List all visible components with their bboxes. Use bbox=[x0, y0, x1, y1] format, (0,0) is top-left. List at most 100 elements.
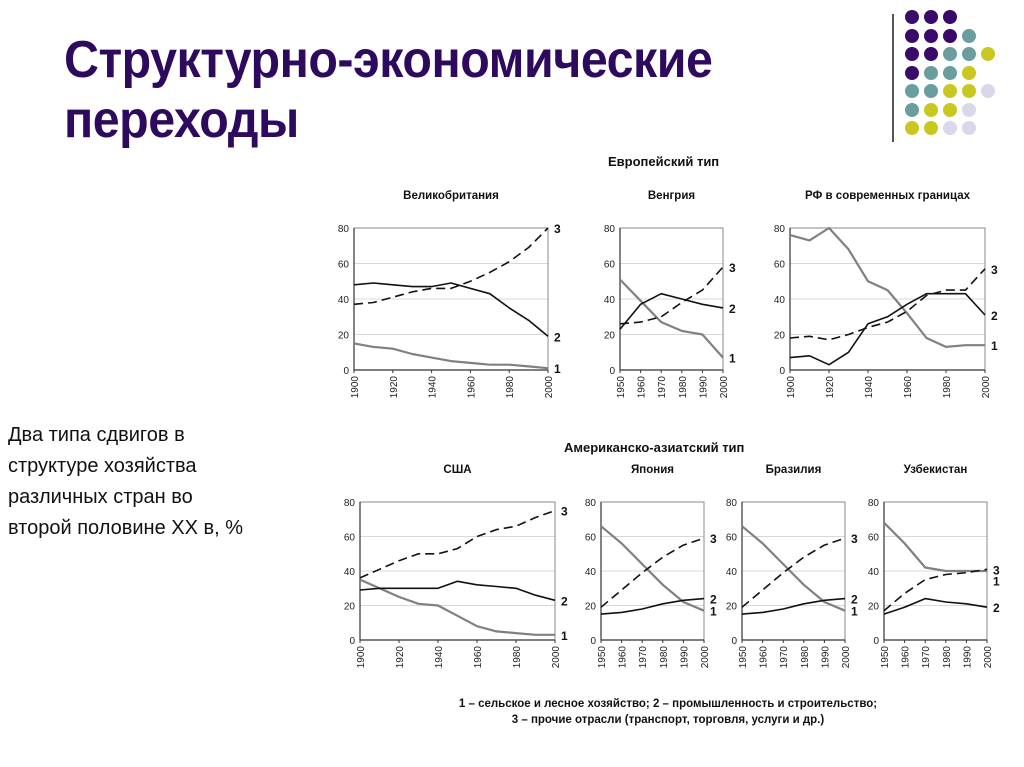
series-end-label: 3 bbox=[991, 263, 998, 277]
caption-line: Два типа сдвигов в bbox=[8, 424, 185, 446]
y-tick-label: 40 bbox=[726, 567, 738, 578]
caption-line: структуре хозяйства bbox=[8, 455, 197, 477]
series-line-1 bbox=[741, 525, 846, 612]
y-tick-label: 60 bbox=[726, 533, 738, 544]
y-tick-label: 40 bbox=[868, 567, 880, 578]
x-tick-label: 1960 bbox=[618, 646, 629, 669]
line-chart-Венгрия: 0 20 40 60 80 1950 1960 1970 1980 1990 2000 3 2 1 bbox=[604, 224, 736, 399]
y-tick-label: 40 bbox=[585, 567, 597, 578]
x-tick-label: 1960 bbox=[901, 646, 912, 669]
slide-title-line2: переходы bbox=[64, 91, 299, 149]
x-tick-label: 1950 bbox=[597, 646, 608, 669]
decorative-divider bbox=[892, 14, 894, 142]
y-tick-label: 80 bbox=[604, 224, 616, 235]
y-tick-label: 40 bbox=[344, 567, 356, 578]
y-tick-label: 0 bbox=[349, 636, 355, 647]
legend-line-1: 1 – сельское и лесное хозяйство; 2 – про… bbox=[458, 698, 878, 710]
chart-title: Венгрия bbox=[647, 190, 696, 202]
decorative-dot bbox=[943, 102, 957, 117]
series-end-label: 2 bbox=[993, 601, 1000, 615]
slide-title-line1: Структурно-экономические bbox=[64, 31, 713, 89]
y-tick-label: 0 bbox=[609, 366, 615, 377]
x-tick-label: 1990 bbox=[698, 376, 709, 399]
y-tick-label: 20 bbox=[868, 602, 880, 613]
series-end-label: 1 bbox=[710, 605, 717, 619]
decorative-dot bbox=[905, 10, 919, 24]
y-tick-label: 60 bbox=[604, 260, 616, 271]
series-line-3 bbox=[353, 227, 549, 306]
y-tick-label: 80 bbox=[868, 498, 880, 509]
european-type-heading: Европейский тип bbox=[608, 154, 720, 169]
series-line-2 bbox=[619, 292, 724, 330]
series-end-label: 2 bbox=[729, 302, 736, 316]
series-line-1 bbox=[619, 278, 724, 359]
decorative-dot bbox=[962, 121, 976, 135]
series-line-2 bbox=[600, 597, 705, 615]
x-tick-label: 1990 bbox=[679, 646, 690, 669]
decorative-dot bbox=[962, 84, 976, 98]
x-tick-label: 1900 bbox=[350, 376, 361, 399]
x-tick-label: 2000 bbox=[551, 646, 562, 669]
x-tick-label: 1900 bbox=[786, 376, 797, 399]
decorative-dot bbox=[905, 84, 919, 98]
decorative-dot bbox=[905, 47, 919, 61]
x-tick-label: 1940 bbox=[864, 376, 875, 399]
x-tick-label: 1980 bbox=[659, 646, 670, 669]
x-tick-label: 2000 bbox=[719, 376, 730, 399]
y-tick-label: 60 bbox=[585, 533, 597, 544]
x-tick-label: 2000 bbox=[544, 376, 555, 399]
y-tick-label: 0 bbox=[731, 636, 737, 647]
decorative-dot bbox=[924, 121, 938, 135]
decorative-dot bbox=[981, 84, 995, 98]
chart-title: Узбекистан bbox=[903, 464, 968, 476]
line-chart-Великобритания: 0 20 40 60 80 1900 1920 1940 1960 1980 2000 3 2 1 bbox=[338, 222, 561, 399]
series-line-2 bbox=[883, 597, 988, 615]
x-tick-label: 1920 bbox=[389, 376, 400, 399]
slide-caption: Два типа сдвигов в структуре хозяйства р… bbox=[8, 420, 243, 544]
x-tick-label: 1980 bbox=[678, 376, 689, 399]
series-end-label: 1 bbox=[561, 629, 568, 643]
y-tick-label: 60 bbox=[338, 260, 350, 271]
decorative-dot bbox=[924, 10, 938, 24]
decorative-dot bbox=[905, 121, 919, 135]
series-line-2 bbox=[741, 597, 846, 615]
series-line-1 bbox=[789, 226, 985, 349]
y-tick-label: 0 bbox=[343, 366, 349, 377]
chart-title: США bbox=[443, 464, 472, 476]
series-line-3 bbox=[619, 266, 724, 325]
series-end-label: 3 bbox=[710, 532, 717, 546]
x-tick-label: 1970 bbox=[921, 646, 932, 669]
decorative-dot bbox=[924, 65, 938, 80]
x-tick-label: 1980 bbox=[942, 646, 953, 669]
decorative-dot bbox=[905, 102, 919, 117]
series-line-1 bbox=[353, 342, 549, 370]
x-tick-label: 2000 bbox=[841, 646, 852, 669]
y-tick-label: 20 bbox=[604, 331, 616, 342]
series-line-3 bbox=[741, 537, 846, 608]
series-line-2 bbox=[359, 580, 556, 602]
series-line-3 bbox=[359, 509, 556, 579]
y-tick-label: 20 bbox=[585, 602, 597, 613]
series-end-label: 1 bbox=[554, 362, 561, 376]
charts-figure: Европейский тип Американско-азиатский ти… bbox=[318, 150, 1018, 740]
series-line-3 bbox=[600, 537, 705, 608]
x-tick-label: 1940 bbox=[428, 376, 439, 399]
y-tick-label: 40 bbox=[338, 295, 350, 306]
x-tick-label: 1950 bbox=[880, 646, 891, 669]
decorative-dot bbox=[905, 28, 919, 43]
series-end-label: 3 bbox=[729, 261, 736, 275]
series-end-label: 1 bbox=[851, 605, 858, 619]
chart-title: Япония bbox=[631, 464, 674, 476]
series-end-label: 2 bbox=[561, 594, 568, 608]
y-tick-label: 80 bbox=[774, 224, 786, 235]
y-tick-label: 40 bbox=[604, 295, 616, 306]
series-end-label: 3 bbox=[561, 505, 568, 519]
y-tick-label: 80 bbox=[585, 498, 597, 509]
x-tick-label: 2000 bbox=[700, 646, 711, 669]
decorative-dot-grid-icon bbox=[905, 10, 1015, 140]
series-line-1 bbox=[600, 525, 705, 612]
x-tick-label: 1920 bbox=[395, 646, 406, 669]
decorative-dot bbox=[924, 84, 938, 98]
y-tick-label: 0 bbox=[590, 636, 596, 647]
series-line-2 bbox=[353, 282, 549, 337]
